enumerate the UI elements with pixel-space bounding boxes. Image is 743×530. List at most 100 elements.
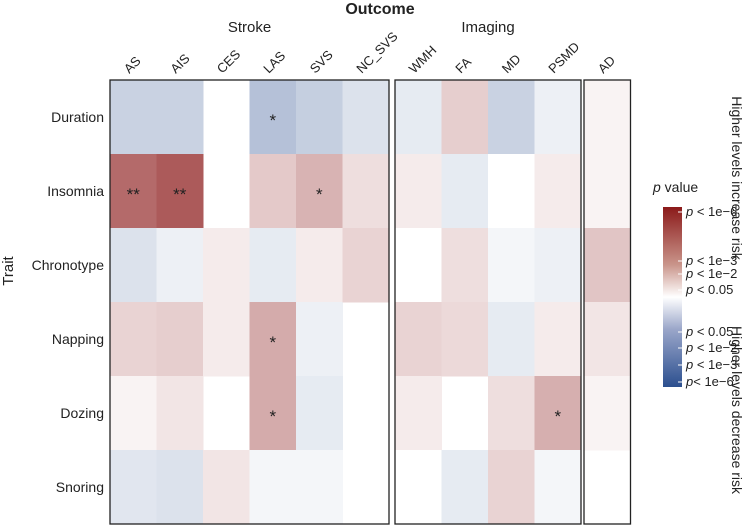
heatmap-cell xyxy=(441,80,489,155)
significance-mark: * xyxy=(269,111,276,130)
legend-tick-label: p < 1e−3 xyxy=(685,357,737,372)
significance-mark: ** xyxy=(173,185,187,204)
heatmap-cell xyxy=(249,154,297,229)
row-label: Chronotype xyxy=(32,257,105,273)
row-label: Dozing xyxy=(60,405,104,421)
heatmap-cell xyxy=(395,450,442,525)
heatmap-cell xyxy=(342,154,390,229)
significance-mark: * xyxy=(269,407,276,426)
heatmap-cell xyxy=(203,450,250,525)
heatmap-cell xyxy=(534,228,582,303)
significance-mark: ** xyxy=(127,185,141,204)
heatmap-cell xyxy=(110,228,157,303)
row-label: Insomnia xyxy=(47,183,104,199)
significance-mark: * xyxy=(554,407,561,426)
heatmap-cell xyxy=(584,302,631,377)
heatmap-cell xyxy=(395,154,442,229)
row-label: Duration xyxy=(51,109,104,125)
column-label: WMH xyxy=(406,43,440,77)
panel-border xyxy=(583,79,632,525)
heatmap-cell xyxy=(203,228,250,303)
legend-title: p value xyxy=(652,179,698,195)
heatmap-cell xyxy=(441,302,489,377)
heatmap-cell xyxy=(156,80,204,155)
row-label: Napping xyxy=(52,331,104,347)
heatmap-cell xyxy=(249,376,297,451)
heatmap-cell xyxy=(296,80,343,155)
heatmap-cell xyxy=(110,376,157,451)
legend-tick-label: p < 0.05 xyxy=(685,282,733,297)
heatmap-cell xyxy=(395,302,442,377)
heatmap-cell xyxy=(488,450,535,525)
column-label: AS xyxy=(121,53,144,76)
heatmap-cell xyxy=(296,228,343,303)
significance-mark: * xyxy=(269,333,276,352)
y-axis-label: Trait xyxy=(0,255,17,285)
legend-colorbar xyxy=(663,207,682,387)
heatmap-cell xyxy=(584,228,631,303)
increase-risk-caption: Higher levels increase risk xyxy=(729,96,743,260)
column-label: AIS xyxy=(167,50,193,76)
legend-tick-label: p < 1e−3 xyxy=(685,253,737,268)
row-label: Snoring xyxy=(56,479,104,495)
heatmap-cell xyxy=(441,154,489,229)
heatmap-cell xyxy=(395,376,442,451)
heatmap-cell xyxy=(488,376,535,451)
heatmap-cell xyxy=(296,376,343,451)
legend-tick-label: p < 1e−2 xyxy=(685,266,737,281)
heatmap-cell xyxy=(110,450,157,525)
heatmap-cell xyxy=(110,154,157,229)
heatmap-cell xyxy=(156,450,204,525)
heatmap-cell xyxy=(441,228,489,303)
heatmap-cell xyxy=(395,228,442,303)
group-title-stroke: Stroke xyxy=(228,19,271,36)
decrease-risk-caption: Higher levels decrease risk xyxy=(729,326,743,495)
legend-tick-label: p < 0.05 xyxy=(685,324,733,339)
heatmap-cell xyxy=(488,302,535,377)
group-title-imaging: Imaging xyxy=(461,19,514,36)
column-label: SVS xyxy=(307,47,336,76)
heatmap-cell xyxy=(249,228,297,303)
heatmap-cell xyxy=(249,450,297,525)
column-label: MD xyxy=(499,51,524,76)
heatmap-cell xyxy=(156,154,204,229)
heatmap-cell xyxy=(249,80,297,155)
heatmap-cell xyxy=(203,302,250,377)
column-label: NC_SVS xyxy=(353,28,401,76)
heatmap-cell xyxy=(249,302,297,377)
significance-mark: * xyxy=(316,185,323,204)
heatmap-cell xyxy=(156,302,204,377)
heatmap-cell xyxy=(534,302,582,377)
heatmap-cell xyxy=(156,228,204,303)
heatmap-cell xyxy=(584,376,631,451)
heatmap-cell xyxy=(110,302,157,377)
heatmap-cell xyxy=(296,450,343,525)
heatmap-cell xyxy=(342,80,390,155)
legend-tick-label: p< 1e−6 xyxy=(685,374,734,389)
column-label: AD xyxy=(595,53,618,76)
column-label: FA xyxy=(452,54,474,76)
legend-tick-label: p < 1e−6 xyxy=(685,204,737,219)
heatmap-cell xyxy=(534,154,582,229)
heatmap-cell xyxy=(488,154,535,229)
heatmap-cell xyxy=(156,376,204,451)
column-label: PSMD xyxy=(545,39,582,76)
heatmap-cell xyxy=(296,302,343,377)
chart-title: Outcome xyxy=(345,1,414,18)
heatmap-cell xyxy=(584,154,631,229)
heatmap-cell xyxy=(584,80,631,155)
heatmap-cell xyxy=(296,154,343,229)
heatmap-cell xyxy=(488,80,535,155)
panel-border xyxy=(109,79,390,525)
heatmap-cell xyxy=(110,80,157,155)
heatmap-cell xyxy=(534,80,582,155)
heatmap-cell xyxy=(488,228,535,303)
legend-tick-label: p < 1e−2 xyxy=(685,340,737,355)
column-label: CES xyxy=(214,46,244,76)
heatmap-cell xyxy=(534,376,582,451)
panel-border xyxy=(394,79,582,525)
heatmap-cell xyxy=(342,228,390,303)
heatmap-cell xyxy=(441,450,489,525)
heatmap-cell xyxy=(534,450,582,525)
